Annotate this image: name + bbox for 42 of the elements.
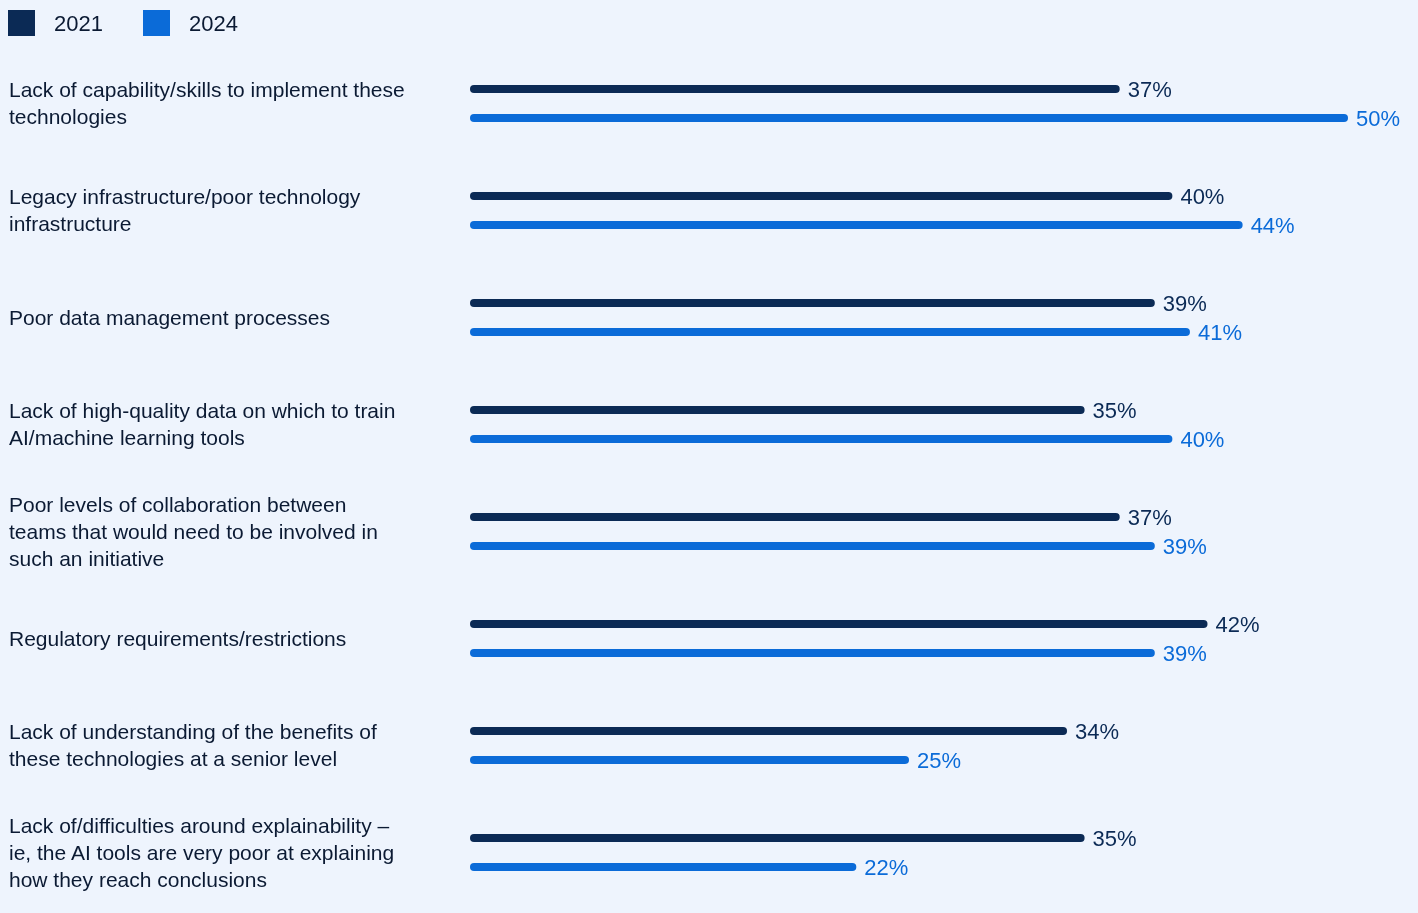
bar — [470, 727, 1068, 735]
bar — [470, 435, 1173, 443]
bar — [470, 85, 1120, 93]
y-tick-label: Lack of capability/skills to implement these technologies — [9, 78, 405, 128]
bar — [470, 221, 1243, 229]
bar — [470, 513, 1120, 521]
bar — [470, 328, 1190, 336]
data-label: 37% — [1127, 505, 1172, 530]
data-label: 41% — [1197, 320, 1243, 345]
data-label: 35% — [1092, 398, 1137, 423]
data-label: 39% — [1162, 534, 1207, 559]
data-label: 42% — [1215, 612, 1260, 637]
data-label: 39% — [1162, 291, 1207, 316]
bar — [470, 620, 1208, 628]
y-tick-label: Legacy infrastructure/poor technology infrastructure — [9, 185, 361, 235]
y-tick-label: Lack of high-quality data on which to train AI/machine learning tools — [9, 399, 396, 449]
bar — [470, 406, 1085, 414]
bar — [470, 863, 857, 871]
bar — [470, 834, 1085, 842]
y-tick-label: Poor data management processes — [9, 305, 331, 329]
data-label: 40% — [1180, 427, 1225, 452]
data-label: 25% — [917, 748, 962, 773]
data-label: 50% — [1356, 106, 1401, 131]
data-label: 22% — [864, 855, 909, 880]
bar — [470, 299, 1155, 307]
data-label: 39% — [1162, 641, 1207, 666]
y-tick-label: Poor levels of collaboration between teams that would need to be involved in such an initiative — [9, 492, 378, 570]
bar — [470, 756, 909, 764]
bar — [470, 649, 1155, 657]
data-label: 44% — [1250, 213, 1295, 238]
legend-label: 2021 — [54, 11, 103, 36]
bar — [470, 192, 1173, 200]
bar — [470, 114, 1348, 122]
data-label: 40% — [1180, 184, 1225, 209]
y-tick-label: Lack of/difficulties around explainability – ie, the AI tools are very poor at explaining how they reach conclusions — [9, 813, 395, 891]
y-tick-label: Lack of understanding of the benefits of these technologies at a senior level — [9, 720, 377, 770]
data-label: 34% — [1075, 719, 1120, 744]
legend-label: 2024 — [189, 11, 238, 36]
data-label: 37% — [1127, 77, 1172, 102]
data-label: 35% — [1092, 826, 1137, 851]
bar — [470, 542, 1155, 550]
y-tick-label: Regulatory requirements/restrictions — [9, 626, 347, 650]
